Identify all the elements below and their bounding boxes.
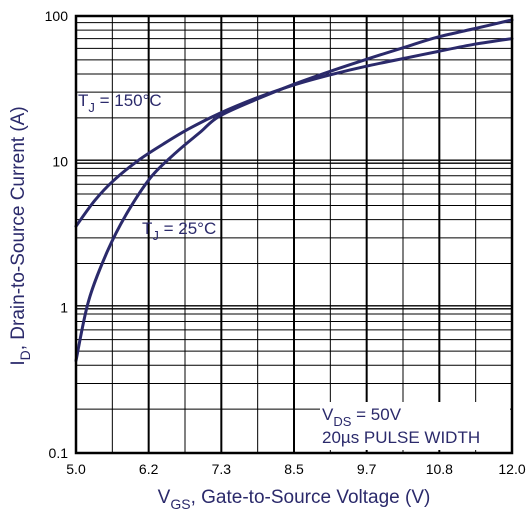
plot-frame <box>74 14 514 455</box>
series-label-25c: TJ = 25°C <box>142 219 216 243</box>
x-axis-title: VGS, Gate-to-Source Voltage (V) <box>158 487 431 512</box>
grid-lines <box>76 16 512 453</box>
y-tick-label: 10 <box>52 154 68 170</box>
y-tick-label: 0.1 <box>49 445 69 461</box>
x-tick-labels: 5.0 6.2 7.3 8.5 9.7 10.8 12.0 <box>66 461 526 477</box>
x-tick-label: 8.5 <box>284 461 304 477</box>
y-axis-title: ID, Drain-to-Source Current (A) <box>8 106 33 365</box>
y-tick-labels: 0.1 1 10 100 <box>45 8 69 461</box>
annotation-pulse-width: 20µs PULSE WIDTH <box>322 428 480 447</box>
x-tick-label: 10.8 <box>426 461 453 477</box>
x-tick-label: 9.7 <box>357 461 377 477</box>
x-tick-label: 7.3 <box>212 461 232 477</box>
x-tick-label: 5.0 <box>66 461 86 477</box>
x-tick-label: 12.0 <box>498 461 525 477</box>
annotation-box <box>320 402 510 450</box>
data-curves <box>74 18 514 363</box>
x-tick-label: 6.2 <box>139 461 159 477</box>
series-label-150c: TJ = 150°C <box>78 91 162 115</box>
series-line-25c <box>74 18 514 363</box>
y-tick-label: 1 <box>60 299 68 315</box>
annotation-vds: VDS = 50V <box>322 405 402 429</box>
y-tick-label: 100 <box>45 8 69 24</box>
